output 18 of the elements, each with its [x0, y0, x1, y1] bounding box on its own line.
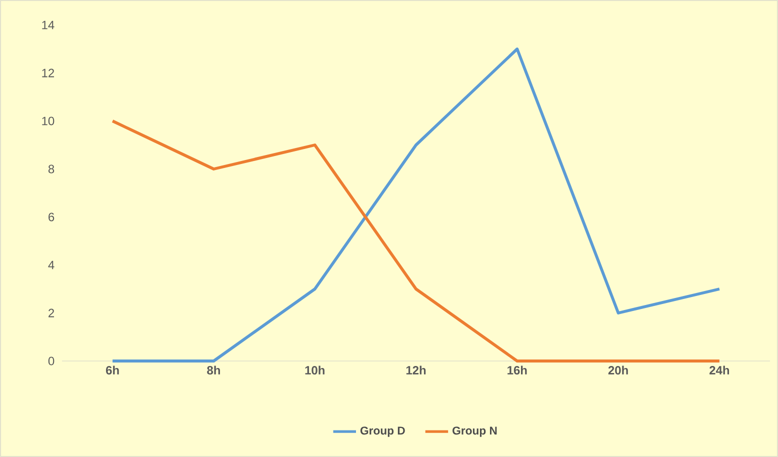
x-tick-label: 24h — [710, 366, 730, 374]
x-tick-label: 20h — [608, 366, 628, 375]
x-tick-label: 12h — [406, 366, 426, 374]
y-tick-label: 14 — [42, 20, 54, 30]
y-tick-label: 6 — [48, 212, 54, 222]
x-tick-label: 8h — [207, 366, 220, 375]
y-tick-label: 2 — [48, 308, 54, 318]
y-tick-label: 8 — [48, 164, 54, 174]
legend-label: Group D — [360, 426, 405, 437]
x-tick-label: 6h — [106, 366, 119, 375]
x-tick-label: 16h — [508, 366, 527, 375]
y-tick-label: 12 — [42, 68, 54, 78]
y-tick-label: 4 — [48, 260, 54, 270]
legend-label: Group N — [452, 426, 497, 437]
line-series — [111, 48, 721, 362]
y-tick-label: 0 — [48, 356, 54, 366]
y-tick-label: 10 — [42, 116, 54, 126]
x-tick-label: 10h — [305, 366, 324, 375]
